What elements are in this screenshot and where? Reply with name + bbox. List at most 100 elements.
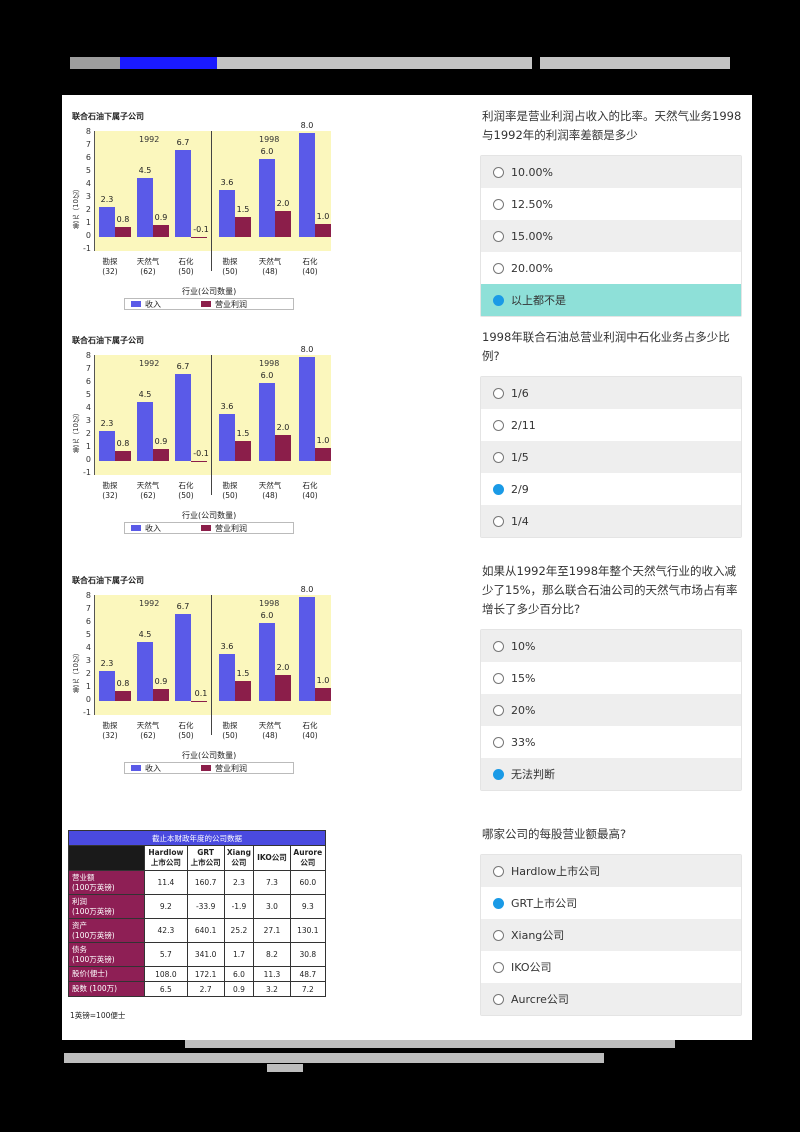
option[interactable]: 20.00% <box>481 252 741 284</box>
value-label: 0.9 <box>154 213 168 222</box>
radio-selected-icon[interactable] <box>493 294 504 306</box>
table-cell: 160.7 <box>186 870 225 895</box>
option[interactable]: 20% <box>481 694 741 726</box>
bar-profit <box>115 451 131 461</box>
option[interactable]: Hardlow上市公司 <box>481 855 741 887</box>
radio-icon[interactable] <box>493 704 504 716</box>
table-cell: 60.0 <box>289 870 327 895</box>
table-cell: 7.3 <box>253 870 291 895</box>
option[interactable]: Aurcre公司 <box>481 983 741 1015</box>
value-label: 8.0 <box>300 345 314 354</box>
option[interactable]: 10% <box>481 630 741 662</box>
option[interactable]: 33% <box>481 726 741 758</box>
radio-icon[interactable] <box>493 451 504 463</box>
bar-profit <box>153 689 169 701</box>
x-category: 石化 (50) <box>178 257 194 276</box>
option-selected[interactable]: GRT上市公司 <box>481 887 741 919</box>
option[interactable]: 1/5 <box>481 441 741 473</box>
radio-icon[interactable] <box>493 736 504 748</box>
value-label: 6.7 <box>176 138 190 147</box>
table-cell: 9.3 <box>289 894 327 919</box>
row-header: 股价(便士) <box>68 966 145 982</box>
table-cell: 0.9 <box>223 981 255 997</box>
year-label-1998: 1998 <box>259 359 280 368</box>
year-label-1998: 1998 <box>259 135 280 144</box>
option-selected[interactable]: 以上都不是 <box>481 284 741 316</box>
question-3: 如果从1992年至1998年整个天然气行业的收入减少了15%，那么联合石油公司的… <box>480 562 742 791</box>
y-tick: 5 <box>85 390 91 399</box>
y-tick: -1 <box>83 468 91 477</box>
value-label: 1.0 <box>316 676 330 685</box>
radio-icon[interactable] <box>493 387 504 399</box>
radio-icon[interactable] <box>493 961 504 973</box>
x-category: 天然气 (62) <box>136 721 160 740</box>
y-tick: 4 <box>85 643 91 652</box>
radio-icon[interactable] <box>493 230 504 242</box>
radio-icon[interactable] <box>493 993 504 1005</box>
option-selected[interactable]: 2/9 <box>481 473 741 505</box>
option[interactable]: Xiang公司 <box>481 919 741 951</box>
option[interactable]: 1/6 <box>481 377 741 409</box>
y-tick: 8 <box>85 591 91 600</box>
radio-icon[interactable] <box>493 929 504 941</box>
y-tick: 8 <box>85 351 91 360</box>
table-cell: 2.3 <box>223 870 255 895</box>
bar-revenue <box>259 159 275 237</box>
option[interactable]: 1/4 <box>481 505 741 537</box>
table-cell: 6.0 <box>223 966 255 982</box>
x-category: 勘探 (32) <box>102 257 118 276</box>
table-row: 股价(便士) 108.0 172.1 6.0 11.3 48.7 <box>68 966 327 982</box>
value-label: 3.6 <box>220 402 234 411</box>
bar-revenue <box>137 178 153 237</box>
y-tick: 3 <box>85 416 91 425</box>
y-tick: 2 <box>85 669 91 678</box>
x-category: 石化 (40) <box>302 481 318 500</box>
radio-selected-icon[interactable] <box>493 897 504 909</box>
table-cell: 341.0 <box>186 942 225 967</box>
y-tick: 3 <box>85 656 91 665</box>
radio-icon[interactable] <box>493 865 504 877</box>
y-tick: 4 <box>85 403 91 412</box>
radio-icon[interactable] <box>493 198 504 210</box>
radio-icon[interactable] <box>493 640 504 652</box>
x-category: 天然气 (62) <box>136 257 160 276</box>
y-tick: 6 <box>85 153 91 162</box>
legend-profit: 营业利润 <box>201 523 247 534</box>
bar-revenue <box>299 133 315 237</box>
option[interactable]: IKO公司 <box>481 951 741 983</box>
bar-revenue <box>259 623 275 701</box>
row-header: 资产 (100万英镑) <box>68 918 145 943</box>
year-label-1992: 1992 <box>139 599 160 608</box>
value-label: 8.0 <box>300 585 314 594</box>
option-selected[interactable]: 无法判断 <box>481 758 741 790</box>
table-cell: 1.7 <box>223 942 255 967</box>
value-label: 6.0 <box>260 147 274 156</box>
y-tick: -1 <box>83 708 91 717</box>
radio-icon[interactable] <box>493 262 504 274</box>
plot-area: 美元（10亿） 8 7 6 5 4 3 2 1 0 -1 1992 1998 2… <box>72 121 331 271</box>
radio-selected-icon[interactable] <box>493 768 504 780</box>
value-label: 1.5 <box>236 205 250 214</box>
y-tick: 0 <box>85 695 91 704</box>
column-header: GRT 上市公司 <box>186 845 225 871</box>
option[interactable]: 10.00% <box>481 156 741 188</box>
radio-icon[interactable] <box>493 419 504 431</box>
table-caption: 截止本财政年度的公司数据 <box>68 830 326 846</box>
radio-icon[interactable] <box>493 672 504 684</box>
option[interactable]: 12.50% <box>481 188 741 220</box>
radio-icon[interactable] <box>493 166 504 178</box>
table-cell: 11.4 <box>144 870 188 895</box>
radio-selected-icon[interactable] <box>493 483 504 495</box>
value-label: 1.0 <box>316 212 330 221</box>
x-axis-label: 行业(公司数量) <box>182 751 237 760</box>
option[interactable]: 15% <box>481 662 741 694</box>
x-category: 天然气 (48) <box>258 257 282 276</box>
radio-icon[interactable] <box>493 515 504 527</box>
legend-profit: 营业利润 <box>201 763 247 774</box>
option[interactable]: 15.00% <box>481 220 741 252</box>
option[interactable]: 2/11 <box>481 409 741 441</box>
chart-legend: 收入 营业利润 <box>124 298 294 310</box>
value-label: 8.0 <box>300 121 314 130</box>
bar-revenue <box>99 207 115 237</box>
bar-profit <box>191 461 207 462</box>
